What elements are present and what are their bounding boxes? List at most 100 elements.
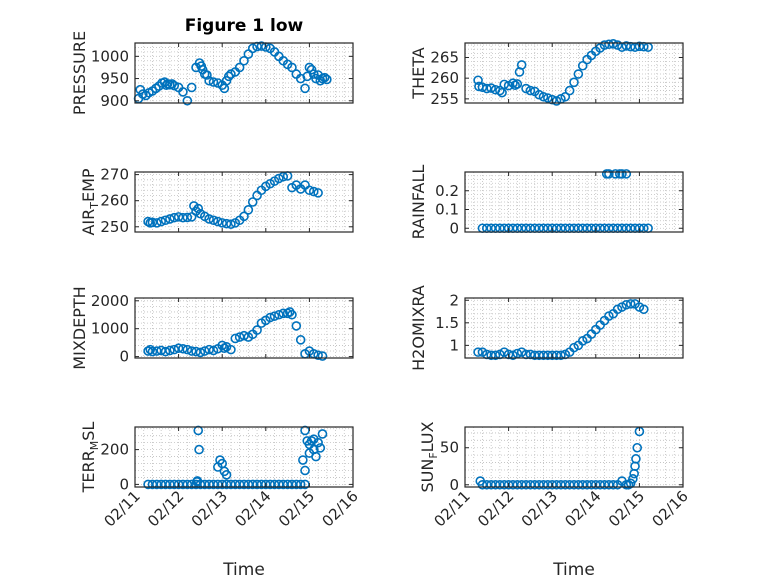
data-point bbox=[145, 344, 156, 355]
data-point bbox=[192, 476, 202, 487]
data-point bbox=[638, 304, 649, 315]
x-axis-label: Time bbox=[222, 560, 265, 580]
data-point bbox=[302, 71, 313, 82]
data-point bbox=[247, 197, 258, 207]
data-point bbox=[243, 205, 254, 215]
axes-box bbox=[464, 297, 684, 359]
y-tick-label: 270 bbox=[100, 166, 129, 184]
data-point bbox=[319, 72, 330, 83]
y-tick-label: 0 bbox=[119, 475, 129, 493]
data-point bbox=[295, 335, 306, 345]
data-point bbox=[556, 350, 566, 361]
data-point bbox=[473, 75, 483, 86]
data-point bbox=[560, 91, 571, 102]
data-point bbox=[182, 344, 193, 355]
data-point bbox=[313, 350, 323, 361]
data-point bbox=[269, 311, 280, 321]
data-point bbox=[538, 91, 549, 102]
data-point bbox=[621, 169, 632, 179]
data-point bbox=[287, 309, 297, 320]
data-point bbox=[186, 82, 197, 93]
data-point bbox=[152, 218, 162, 228]
data-point bbox=[217, 340, 227, 351]
data-point bbox=[278, 308, 289, 319]
data-point bbox=[208, 215, 219, 226]
data-point bbox=[239, 330, 249, 341]
y-tick-label: 50 bbox=[440, 439, 459, 457]
data-point bbox=[313, 188, 323, 198]
data-point bbox=[186, 346, 197, 356]
y-tick-label: 255 bbox=[430, 90, 459, 108]
data-point bbox=[217, 218, 227, 228]
data-point bbox=[512, 79, 523, 89]
y-tick-label: 200 bbox=[100, 441, 129, 459]
data-point bbox=[573, 69, 584, 79]
data-series bbox=[143, 425, 328, 490]
data-point bbox=[298, 455, 308, 465]
data-point bbox=[234, 62, 245, 73]
y-tick-label: 250 bbox=[100, 218, 129, 236]
axes-box bbox=[464, 171, 684, 233]
data-point bbox=[165, 345, 175, 356]
data-point bbox=[252, 325, 262, 335]
y-tick-label: 2 bbox=[449, 291, 459, 309]
data-point bbox=[308, 186, 319, 197]
data-point bbox=[173, 343, 184, 354]
data-point bbox=[208, 77, 219, 87]
data-series bbox=[143, 171, 323, 229]
y-tick-label: 1 bbox=[449, 336, 459, 354]
data-point bbox=[182, 95, 193, 106]
y-axis-label: RAINFALL bbox=[409, 165, 428, 240]
plot-area bbox=[135, 298, 353, 358]
data-point bbox=[274, 309, 284, 320]
y-tick-label: 0.1 bbox=[435, 201, 459, 219]
data-point bbox=[495, 85, 505, 96]
data-point bbox=[621, 41, 632, 51]
y-tick-label: 1000 bbox=[91, 320, 129, 338]
data-point bbox=[265, 312, 275, 323]
y-axis-label: AIRTEMP bbox=[79, 168, 101, 235]
data-series bbox=[475, 426, 645, 490]
data-point bbox=[147, 346, 158, 357]
data-point bbox=[621, 299, 632, 310]
y-axis-label: THETA bbox=[409, 47, 428, 99]
data-point bbox=[295, 479, 306, 490]
data-point bbox=[317, 351, 328, 361]
data-point bbox=[604, 169, 614, 179]
subplot-h2omixra: 1 1.5 2 H2OMIXRA bbox=[409, 285, 684, 371]
data-point bbox=[516, 60, 527, 70]
data-series bbox=[133, 41, 332, 106]
data-point bbox=[230, 333, 241, 344]
data-point bbox=[308, 434, 319, 444]
data-point bbox=[287, 62, 297, 73]
data-point bbox=[525, 85, 536, 96]
data-point bbox=[204, 75, 214, 86]
axes-box bbox=[134, 297, 354, 359]
y-tick-label: 0.2 bbox=[435, 182, 459, 200]
data-series bbox=[143, 307, 328, 361]
data-point bbox=[486, 350, 496, 361]
data-point bbox=[221, 470, 232, 480]
data-point bbox=[315, 443, 326, 453]
data-point bbox=[169, 80, 180, 91]
data-point bbox=[247, 43, 258, 54]
y-tick-label: 0 bbox=[119, 348, 129, 366]
y-axis-label: H2OMIXRA bbox=[409, 285, 428, 371]
plot-area bbox=[465, 427, 683, 487]
y-tick-label: 260 bbox=[430, 69, 459, 87]
y-tick-label: 950 bbox=[100, 70, 129, 88]
data-point bbox=[473, 347, 483, 357]
data-point bbox=[617, 169, 627, 179]
axes-box bbox=[464, 426, 684, 488]
data-point bbox=[304, 448, 315, 458]
data-point bbox=[569, 77, 579, 88]
data-point bbox=[486, 83, 496, 93]
data-point bbox=[213, 216, 223, 227]
data-point bbox=[564, 85, 575, 96]
data-point bbox=[543, 93, 553, 103]
